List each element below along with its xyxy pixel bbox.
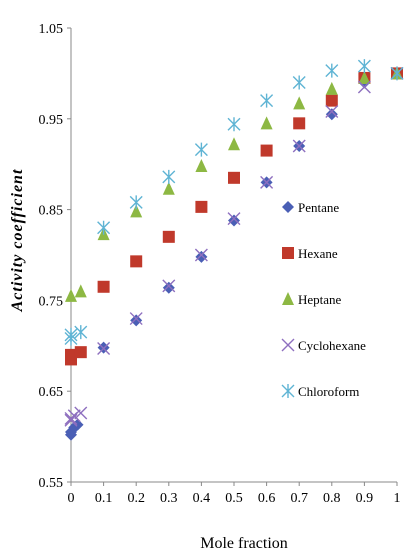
x-ticks: 0 0.1 0.2 0.3 0.4 0.5 0.6 0.7 0.8 0.9 1 [68, 482, 401, 506]
hexane-point [162, 230, 175, 243]
cyclohexane-point [129, 312, 143, 326]
heptane-point [162, 181, 175, 195]
hexane-point [293, 117, 306, 130]
legend-pentane-marker [282, 201, 294, 213]
y-tick-label: 0.55 [39, 476, 64, 491]
x-tick-label: 1 [394, 491, 401, 506]
x-tick-label: 0.9 [356, 491, 374, 506]
cyclohexane-point [194, 248, 208, 262]
legend-hexane-marker [282, 247, 294, 259]
heptane-point [325, 81, 338, 95]
chloroform-point [74, 325, 88, 340]
y-tick-label: 0.95 [39, 113, 64, 128]
y-tick-label: 0.75 [39, 294, 64, 309]
cyclohexane-point [357, 80, 371, 94]
legend-cyclohexane-label: Cyclohexane [298, 338, 366, 353]
y-tick-label: 0.85 [39, 204, 64, 219]
hexane-point [130, 255, 143, 268]
chloroform-point [129, 195, 143, 210]
pentane-point [325, 108, 338, 121]
x-tick-label: 0 [68, 491, 75, 506]
legend-heptane-label: Heptane [298, 292, 342, 307]
heptane-point [293, 96, 306, 110]
y-tick-label: 0.65 [39, 385, 64, 400]
chloroform-point [325, 63, 339, 78]
chloroform-point [64, 327, 78, 342]
x-tick-label: 0.5 [225, 491, 243, 506]
x-tick-label: 0.4 [193, 491, 211, 506]
y-ticks: 0.55 0.65 0.75 0.85 0.95 1.05 [39, 22, 71, 491]
legend: Pentane Hexane Heptane Cyclohexane Chlorofor… [281, 200, 366, 399]
y-tick-label: 1.05 [39, 22, 64, 37]
x-axis-title: Mole fraction [200, 535, 288, 552]
chloroform-point [390, 66, 404, 81]
heptane-point [195, 159, 208, 173]
chloroform-point [162, 169, 176, 184]
heptane-point [65, 288, 77, 302]
chloroform-point [227, 117, 241, 132]
heptane-point [74, 284, 87, 298]
x-tick-label: 0.6 [258, 491, 276, 506]
x-tick-label: 0.3 [160, 491, 178, 506]
cyclohexane-point [97, 342, 111, 356]
axes [70, 28, 397, 483]
cyclohexane-point [67, 409, 81, 423]
heptane-point [228, 137, 240, 151]
heptane-point [130, 204, 143, 218]
data-points [64, 59, 404, 441]
hexane-point [74, 346, 87, 359]
hexane-point [97, 280, 110, 293]
legend-heptane-marker [282, 292, 294, 305]
hexane-point [195, 200, 208, 213]
legend-pentane-label: Pentane [298, 200, 339, 215]
x-tick-label: 0.7 [290, 491, 308, 506]
chloroform-point [292, 75, 306, 90]
legend-chloroform-label: Chloroform [298, 384, 359, 399]
legend-hexane-label: Hexane [298, 246, 338, 261]
cyclohexane-point [162, 279, 176, 293]
pentane-point [228, 214, 240, 227]
cyclohexane-point [325, 105, 339, 119]
legend-cyclohexane-marker [281, 338, 295, 352]
x-tick-label: 0.8 [323, 491, 341, 506]
heptane-point [358, 70, 371, 84]
chloroform-point [97, 220, 111, 235]
cyclohexane-point [292, 139, 306, 153]
cyclohexane-point [260, 175, 274, 189]
pentane-point [195, 250, 208, 263]
hexane-point [260, 144, 273, 157]
legend-chloroform-marker [281, 384, 295, 398]
hexane-point [325, 94, 338, 107]
hexane-point [228, 171, 240, 184]
y-axis-title: Activity coefficient [9, 169, 26, 313]
cyclohexane-point [74, 406, 88, 420]
chloroform-point [260, 93, 274, 108]
pentane-point [130, 314, 143, 327]
x-tick-label: 0.1 [95, 491, 113, 506]
hexane-point [65, 348, 77, 361]
pentane-point [162, 281, 175, 294]
chloroform-point [194, 142, 208, 157]
cyclohexane-point [227, 212, 241, 226]
x-tick-label: 0.2 [127, 491, 145, 506]
chloroform-point [357, 59, 371, 74]
heptane-point [260, 116, 273, 130]
